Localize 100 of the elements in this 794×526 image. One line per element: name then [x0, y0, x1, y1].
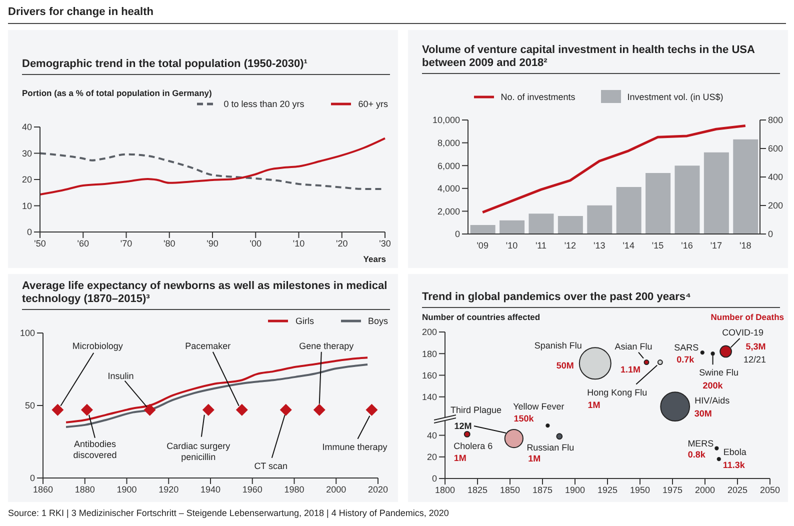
y-tick-label: 40 [22, 122, 32, 132]
annotation: 150k [514, 414, 534, 424]
annotation: Spanish Flu [534, 340, 582, 350]
legend-label: Boys [368, 316, 388, 326]
x-tick-label: 1960 [242, 484, 262, 494]
bar [733, 139, 758, 234]
x-tick-label: '12 [564, 240, 576, 250]
x-tick-label: '90 [206, 238, 218, 248]
x-axis-title: Years [363, 254, 386, 264]
annotation: 200k [702, 380, 723, 391]
y-tick-label: 6,000 [437, 160, 460, 171]
annotation: Microbiology [72, 340, 124, 351]
annotation: Pacemaker [185, 340, 231, 351]
chart-title: Volume of venture capital investment in health techs in the USA between 2009 and 2018² [422, 44, 780, 74]
y-axis-title: Number of countries affected [422, 312, 540, 322]
line-series [65, 363, 369, 428]
annotation: Cardiac surgery penicillin [166, 440, 231, 462]
x-tick-label: '09 [476, 240, 488, 250]
legend-label: 0 to less than 20 yrs [224, 99, 304, 109]
bar [558, 216, 583, 234]
x-tick-label: 1950 [630, 485, 650, 496]
x-tick-label: 2000 [326, 484, 346, 494]
x-tick-label: '20 [336, 238, 348, 248]
x-tick-label: '15 [652, 240, 664, 250]
annotation: HIV/Aids [694, 396, 730, 406]
y-tick-label: 0 [454, 229, 460, 240]
x-tick-label: 1900 [116, 484, 137, 494]
annotation: Insulin [108, 370, 134, 381]
x-tick-label: 1920 [158, 484, 179, 494]
x-tick-label: 2020 [368, 484, 388, 494]
y-tick-label: 100 [20, 328, 35, 338]
annotation: Cholera 6 [454, 442, 493, 452]
annotation: CT scan [254, 460, 288, 471]
y-tick-label: 4,000 [437, 184, 460, 194]
source-note: Source: 1 RKI | 3 Medizinischer Fortschritt – Steigende Lebenserwartung, 2018 | 4 History of Pandemics, 2020 [8, 508, 449, 518]
x-tick-label: '00 [250, 238, 262, 248]
y2-tick-label: 200 [768, 200, 784, 211]
y-tick-label: 50 [24, 400, 35, 411]
y2-tick-label: 600 [768, 144, 784, 154]
annotation: 50M [556, 360, 574, 370]
annotation: Hong Kong Flu [587, 387, 648, 398]
x-tick-label: '60 [77, 238, 89, 248]
bar [616, 186, 642, 234]
x-tick-label: '10 [506, 240, 518, 250]
x-tick-label: 1800 [435, 485, 456, 496]
y-tick-label: 0 [26, 227, 32, 238]
annotation: 0.8k [688, 450, 706, 460]
annotation: 1M [528, 454, 541, 464]
y-tick-label: 10 [22, 200, 32, 211]
bar [500, 220, 525, 234]
x-tick-label: '11 [535, 240, 547, 250]
legend-label: No. of investments [500, 92, 576, 102]
y-axis-title: Portion (as a % of total population in Germany) [22, 88, 212, 98]
legend-label: Investment vol. (in US$) [627, 92, 724, 102]
y-tick-label: 140 [422, 392, 438, 402]
annotation: Yellow Fever [513, 402, 564, 412]
bar [587, 205, 612, 234]
y-tick-label: 30 [22, 148, 32, 158]
line-series [65, 356, 369, 424]
y-tick-label: 0 [30, 473, 35, 484]
x-tick-label: '10 [292, 238, 305, 248]
line-series [481, 124, 747, 214]
legend-label: Girls [295, 316, 314, 326]
annotation: Swine Flu [699, 368, 739, 378]
y-tick-label: 200 [422, 327, 438, 338]
text: Number of Deaths [710, 312, 784, 322]
annotation: 1M [454, 454, 466, 464]
x-tick-label: 2050 [760, 485, 780, 496]
y-tick-label: 10,000 [432, 115, 460, 126]
bar [646, 173, 671, 234]
x-tick-label: 1875 [532, 485, 553, 496]
x-tick-label: '30 [379, 238, 391, 248]
annotation: Gene therapy [299, 340, 354, 351]
annotation: 0.7k [676, 354, 694, 365]
x-tick-label: 1975 [662, 485, 682, 496]
chart-title: Average life expectancy of newborns as well as milestones in medical technology (1870–2015)³ [22, 280, 390, 310]
y-tick-label: 20 [427, 452, 438, 463]
annotation: 5,3M [746, 341, 766, 352]
y2-tick-label: 800 [768, 115, 784, 126]
y2-tick-label: 400 [768, 172, 784, 182]
x-tick-label: 1980 [284, 484, 304, 494]
x-tick-label: '80 [164, 238, 176, 248]
annotation: Third Plague [450, 405, 502, 415]
x-tick-label: 1925 [598, 485, 618, 496]
annotation: Ebola [723, 448, 746, 458]
annotation: MERS [688, 438, 714, 449]
x-tick-label: '70 [120, 238, 132, 248]
annotation: Russian Flu [526, 442, 574, 453]
annotation: 12/21 [744, 354, 766, 364]
chart-title: Demographic trend in the total population (1950-2030)¹ [22, 58, 390, 75]
y-tick-label: 2,000 [437, 206, 460, 216]
annotation: 11.3k [722, 460, 745, 471]
x-tick-label: 1825 [468, 485, 488, 496]
x-tick-label: 1940 [200, 484, 221, 494]
bar [704, 152, 729, 234]
y2-tick-label: 0 [768, 229, 774, 240]
x-tick-label: '16 [681, 240, 693, 250]
legend-label: 60+ yrs [358, 99, 388, 109]
x-tick-label: '13 [594, 240, 606, 250]
x-tick-label: 1850 [500, 485, 520, 496]
